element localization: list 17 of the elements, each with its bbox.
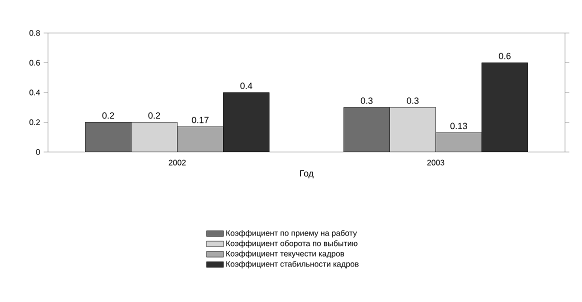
data-label: 0.2 — [102, 112, 114, 119]
bar — [131, 122, 178, 152]
bar — [344, 107, 390, 152]
data-label: 0.2 — [148, 112, 160, 119]
data-label: 0.4 — [240, 82, 252, 89]
x-axis-title: Год — [300, 170, 314, 178]
data-label: 0.3 — [360, 98, 373, 104]
bar — [482, 62, 528, 152]
bar — [85, 122, 132, 152]
bar — [390, 107, 436, 152]
data-label: 0.6 — [498, 52, 511, 60]
bar — [177, 126, 224, 152]
data-label: 0.13 — [450, 122, 468, 130]
bar — [223, 92, 270, 152]
data-label: 0.17 — [192, 116, 209, 124]
data-label: 0.3 — [406, 98, 419, 104]
bar — [436, 132, 482, 152]
